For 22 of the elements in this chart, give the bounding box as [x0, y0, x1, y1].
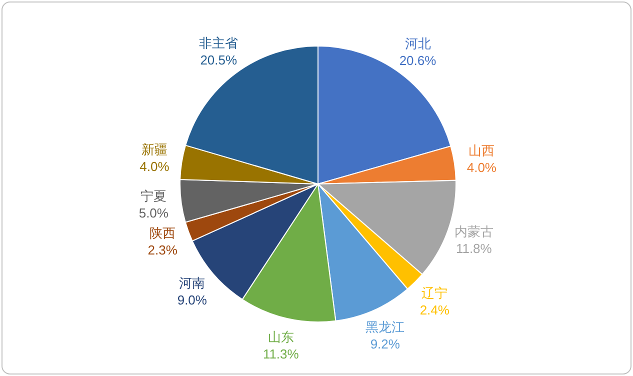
data-label: 11.3%: [262, 346, 300, 362]
data-label: 9.0%: [177, 292, 208, 308]
slice-label: 新疆: [141, 142, 168, 157]
slice-label: 内蒙古: [454, 224, 494, 239]
slice-label: 陕西: [150, 225, 176, 240]
slice-label: 黑龙江: [366, 319, 405, 334]
slice-label: 山西: [468, 142, 495, 158]
data-label: 4.0%: [466, 160, 497, 175]
data-label: 20.5%: [200, 52, 238, 68]
slice-label: 辽宁: [422, 286, 448, 301]
slice-label: 河南: [179, 276, 206, 291]
data-label: 2.4%: [420, 302, 450, 318]
data-label: 5.0%: [138, 205, 169, 220]
slice-label: 非主省: [199, 36, 238, 51]
data-label: 2.3%: [148, 242, 178, 258]
data-label: 4.0%: [140, 158, 170, 174]
data-label: 9.2%: [370, 336, 400, 352]
data-label: 11.8%: [456, 240, 492, 256]
slice-label: 河北: [404, 36, 431, 51]
data-label: 20.6%: [399, 52, 437, 68]
slice-label: 山东: [268, 329, 294, 344]
slice-label: 宁夏: [140, 188, 167, 204]
